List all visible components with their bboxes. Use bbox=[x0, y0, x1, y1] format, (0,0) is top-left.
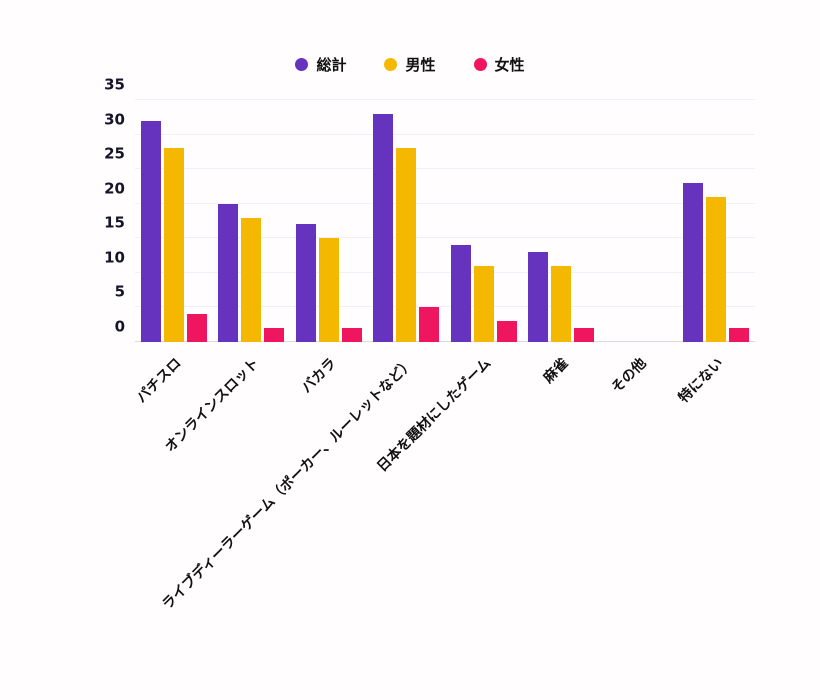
y-axis-tick-label: 10 bbox=[104, 248, 125, 267]
gridline bbox=[135, 202, 755, 204]
bar-総計 bbox=[683, 182, 704, 342]
x-axis-category-label: パチスロ bbox=[133, 355, 185, 407]
legend-label: 男性 bbox=[405, 56, 436, 74]
x-axis-category-label: その他 bbox=[608, 355, 650, 397]
x-axis-category-label: 特にない bbox=[675, 355, 727, 407]
legend-item: 総計 bbox=[295, 54, 346, 75]
legend-label: 女性 bbox=[494, 56, 525, 74]
legend-dot-icon bbox=[295, 58, 309, 71]
y-axis-tick-label: 15 bbox=[104, 213, 125, 232]
legend-dot-icon bbox=[384, 58, 398, 71]
x-axis-category-label: バカラ bbox=[298, 355, 340, 397]
y-axis-tick-label: 30 bbox=[104, 110, 125, 129]
bar-group: 麻雀 bbox=[523, 100, 601, 386]
bar-男性 bbox=[396, 148, 417, 342]
bar-男性 bbox=[318, 238, 339, 342]
bar-chart-plot-area: 0 5 10 15 20 25 30 35 パチスロ オンラインスロット バカラ ライブディーラーゲー… bbox=[104, 77, 756, 613]
y-axis-tick-label: 0 bbox=[114, 317, 125, 336]
legend-label: 総計 bbox=[316, 56, 347, 74]
gridline bbox=[135, 99, 755, 100]
bar-男性 bbox=[706, 196, 727, 342]
gridline bbox=[135, 306, 755, 308]
bar-男性 bbox=[163, 148, 184, 342]
legend-item: 男性 bbox=[384, 54, 436, 75]
legend-item: 女性 bbox=[473, 54, 525, 75]
bar-男性 bbox=[241, 217, 262, 342]
gridline bbox=[135, 237, 755, 239]
bar-総計 bbox=[140, 120, 161, 342]
bar-女性 bbox=[496, 321, 517, 342]
bar-group: オンラインスロット bbox=[162, 100, 291, 456]
y-axis-tick-label: 35 bbox=[104, 75, 125, 94]
bar-group: バカラ bbox=[290, 100, 368, 396]
gridline bbox=[135, 133, 755, 135]
legend-dot-icon bbox=[473, 58, 487, 71]
bar-総計 bbox=[295, 224, 316, 342]
x-axis-category-label: ライブディーラーゲーム（ポーカー、ルーレットなど） bbox=[159, 355, 417, 614]
bar-女性 bbox=[186, 314, 207, 342]
bar-groups: パチスロ オンラインスロット バカラ ライブディーラーゲーム（ポーカー、ルーレットなど… bbox=[133, 100, 756, 613]
bar-男性 bbox=[473, 265, 494, 342]
bar-総計 bbox=[373, 113, 394, 342]
y-axis-tick-label: 25 bbox=[104, 144, 125, 163]
x-axis-category-label: 麻雀 bbox=[540, 355, 572, 387]
bar-総計 bbox=[450, 245, 471, 342]
legend: 総計 男性 女性 bbox=[0, 54, 820, 75]
gridline bbox=[135, 168, 755, 170]
bar-group: 特にない bbox=[676, 100, 756, 406]
bar-group: 日本を題材にしたゲーム bbox=[374, 100, 523, 475]
gridline bbox=[135, 271, 755, 273]
bar-女性 bbox=[574, 328, 595, 342]
bar-男性 bbox=[551, 265, 572, 342]
bar-group: ライブディーラーゲーム（ポーカー、ルーレットなど） bbox=[159, 100, 446, 613]
bar-女性 bbox=[341, 328, 362, 342]
bar-総計 bbox=[218, 203, 239, 342]
bar-女性 bbox=[264, 328, 285, 342]
y-axis-tick-label: 20 bbox=[104, 179, 125, 198]
bar-group: パチスロ bbox=[133, 100, 213, 406]
bar-女性 bbox=[729, 328, 750, 342]
y-axis-tick-label: 5 bbox=[114, 282, 125, 301]
bar-総計 bbox=[528, 252, 549, 342]
bar-group: その他 bbox=[600, 100, 678, 396]
bar-女性 bbox=[419, 307, 440, 342]
x-axis-baseline bbox=[135, 341, 755, 342]
